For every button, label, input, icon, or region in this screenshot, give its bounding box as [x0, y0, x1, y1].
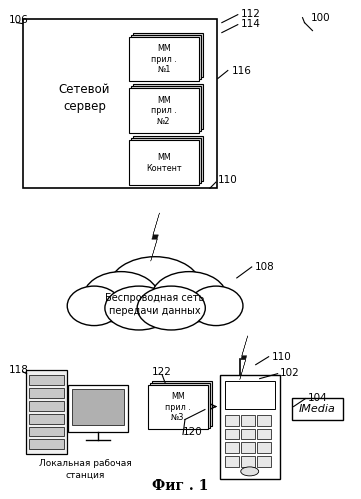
Bar — [131, 34, 201, 79]
Bar — [225, 429, 239, 440]
Bar — [257, 415, 271, 426]
Bar — [82, 295, 229, 319]
Bar — [133, 136, 203, 181]
Bar — [129, 140, 199, 185]
Bar — [69, 385, 128, 433]
Text: 106: 106 — [9, 14, 29, 24]
Bar — [220, 375, 280, 480]
Text: ММ
Контент: ММ Контент — [146, 153, 182, 173]
Bar — [29, 375, 65, 385]
Ellipse shape — [83, 271, 159, 322]
Text: 110: 110 — [271, 352, 291, 362]
Text: 100: 100 — [310, 12, 330, 22]
Text: 116: 116 — [232, 65, 252, 75]
Bar — [257, 443, 271, 454]
Bar — [26, 370, 68, 455]
Ellipse shape — [241, 467, 259, 476]
Bar — [148, 385, 208, 430]
Bar — [29, 414, 65, 424]
Bar — [133, 32, 203, 77]
Text: 108: 108 — [255, 262, 274, 272]
Text: 122: 122 — [152, 367, 172, 377]
Ellipse shape — [105, 286, 173, 330]
Bar — [29, 388, 65, 398]
Bar — [29, 427, 65, 437]
Bar — [133, 84, 203, 129]
Ellipse shape — [189, 286, 243, 325]
Ellipse shape — [137, 286, 205, 330]
Bar — [225, 443, 239, 454]
Bar — [241, 443, 255, 454]
Text: 112: 112 — [241, 8, 261, 18]
Text: Сетевой
сервер: Сетевой сервер — [58, 83, 110, 113]
Text: Беспроводная сеть
передачи данных: Беспроводная сеть передачи данных — [105, 293, 205, 316]
Text: Локальная рабочая
станция: Локальная рабочая станция — [39, 460, 132, 480]
Bar — [292, 398, 343, 420]
Ellipse shape — [152, 271, 227, 322]
Polygon shape — [151, 213, 160, 261]
Bar — [152, 381, 212, 426]
Text: 118: 118 — [9, 365, 29, 375]
Text: ММ
прил .
№3: ММ прил . №3 — [165, 392, 191, 422]
Bar — [257, 429, 271, 440]
Bar — [23, 18, 217, 188]
Bar — [241, 415, 255, 426]
Bar — [129, 36, 199, 81]
Polygon shape — [240, 336, 248, 380]
Text: 104: 104 — [308, 393, 327, 403]
Bar — [241, 457, 255, 468]
Bar — [241, 429, 255, 440]
Ellipse shape — [108, 256, 202, 320]
Text: 120: 120 — [183, 427, 203, 437]
Bar — [150, 383, 210, 428]
Bar — [131, 86, 201, 131]
Text: ММ
прил .
№1: ММ прил . №1 — [151, 44, 177, 74]
Bar — [131, 138, 201, 183]
Text: IMedia: IMedia — [299, 404, 336, 414]
Ellipse shape — [67, 286, 121, 325]
Text: 110: 110 — [218, 175, 238, 185]
Bar — [225, 415, 239, 426]
Text: Фиг . 1: Фиг . 1 — [152, 480, 208, 494]
Bar — [29, 401, 65, 411]
Text: 102: 102 — [280, 368, 299, 378]
Bar — [29, 440, 65, 450]
Bar — [73, 389, 124, 425]
Bar — [225, 457, 239, 468]
Text: ММ
прил .
№2: ММ прил . №2 — [151, 96, 177, 126]
Bar — [129, 88, 199, 133]
Text: 114: 114 — [241, 18, 261, 28]
Bar — [225, 381, 275, 409]
Bar — [257, 457, 271, 468]
